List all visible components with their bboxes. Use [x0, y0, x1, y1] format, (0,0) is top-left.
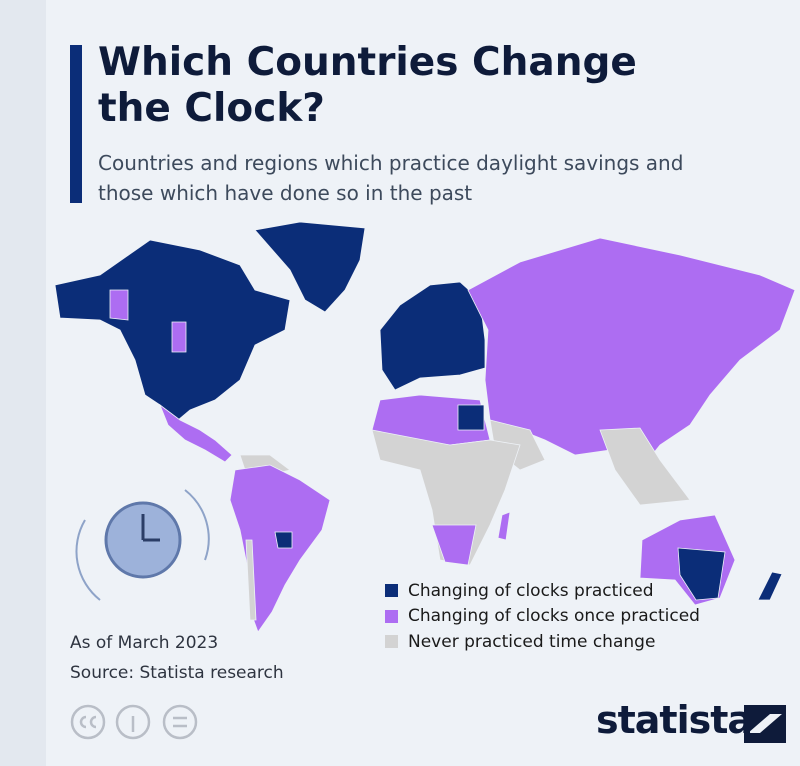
legend-label: Never practiced time change: [408, 631, 656, 652]
legend-label: Changing of clocks practiced: [408, 580, 654, 601]
cc-mark: [79, 715, 97, 729]
legend-swatch: [385, 609, 398, 623]
south-america: [229, 464, 331, 633]
cc-icon[interactable]: [70, 704, 106, 740]
africa: [371, 429, 521, 566]
greenland: [254, 221, 366, 313]
legend-item: Changing of clocks practiced: [385, 578, 700, 604]
subtitle: Countries and regions which practice day…: [98, 151, 684, 205]
chile: [245, 539, 257, 621]
notes: As of March 2023 Source: Statista resear…: [70, 628, 284, 688]
legend-swatch: [385, 635, 398, 649]
brand-logo[interactable]: [744, 705, 786, 743]
madagascar: [497, 511, 511, 541]
canada-regions: [171, 321, 187, 353]
new-zealand: [757, 571, 783, 601]
south-east-australia: [677, 547, 726, 601]
title-bar: [70, 45, 82, 203]
europe: [379, 281, 486, 391]
by-icon[interactable]: [115, 704, 151, 740]
logo-mark: [748, 714, 782, 733]
arrow: [184, 489, 210, 561]
countries: [54, 221, 796, 633]
date-note: As of March 2023: [70, 633, 219, 653]
paraguay: [274, 531, 293, 549]
legend-item: Never practiced time change: [385, 629, 700, 655]
mexico: [159, 403, 233, 463]
nd-icon[interactable]: [162, 704, 198, 740]
canada-regions: [109, 289, 129, 321]
south-east-asia: [599, 427, 691, 506]
title: Which Countries Change the Clock?: [98, 40, 637, 131]
license-icons: [70, 704, 198, 740]
source-note: Source: Statista research: [70, 663, 284, 683]
legend-label: Changing of clocks once practiced: [408, 606, 700, 627]
clock-icon: [75, 489, 210, 601]
southern-africa: [431, 524, 477, 566]
legend: Changing of clocks practiced Changing of …: [385, 578, 700, 655]
side-strip: [0, 0, 46, 766]
egypt: [457, 404, 485, 431]
legend-item: Changing of clocks once practiced: [385, 604, 700, 630]
brand[interactable]: statista: [596, 698, 753, 742]
arrow: [75, 519, 101, 601]
legend-swatch: [385, 584, 398, 598]
